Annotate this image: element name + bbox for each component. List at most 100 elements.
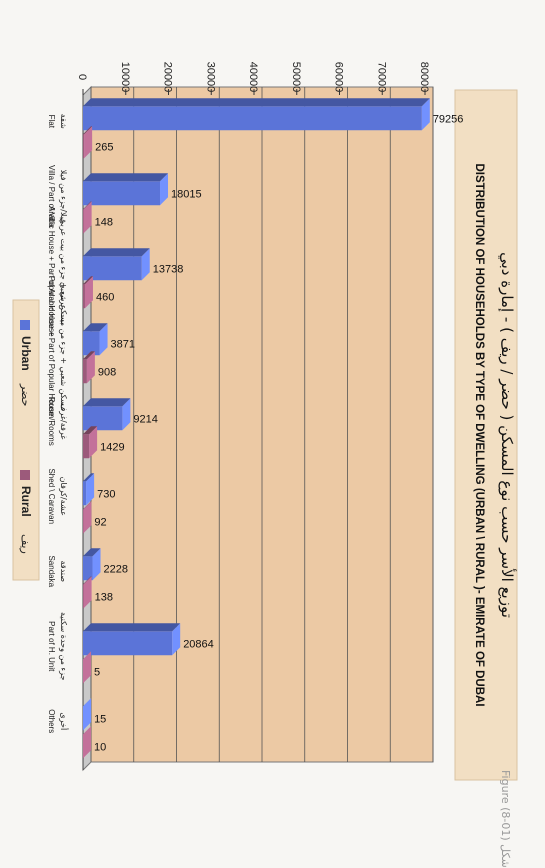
y-tick-label: 80000 — [418, 62, 430, 93]
svg-text:30000: 30000 — [204, 62, 216, 93]
bar-3d-side — [83, 98, 430, 107]
svg-text:50000: 50000 — [290, 62, 302, 93]
bar-urban — [83, 331, 100, 356]
figure-label: Figure (8-01) شكل — [499, 770, 512, 868]
y-tick-label: 10000 — [119, 62, 131, 93]
legend-box — [12, 299, 40, 581]
bar-3d-side — [83, 651, 92, 660]
y-tick-label: 40000 — [247, 62, 259, 93]
bar-3d-end — [83, 651, 92, 684]
category-label-en: Shed \ Caravan — [47, 468, 56, 524]
bar-3d-side — [83, 473, 95, 482]
bar-3d-side — [83, 248, 150, 257]
bar-rural — [83, 284, 85, 309]
bar-3d-end — [172, 623, 181, 656]
bar-3d-side — [83, 173, 169, 182]
data-label-rural: 5 — [94, 666, 100, 678]
category-label-en: Arabic House + Part of Arabic House — [47, 206, 56, 337]
title-banner — [454, 89, 518, 781]
bar-3d-end — [84, 126, 93, 159]
bar-3d-end — [89, 426, 98, 459]
chart-title: DISTRIBUTION OF HOUSEHOLDS BY TYPE OF DW… — [473, 163, 485, 706]
bar-3d-side — [83, 201, 92, 210]
y-tick-label: 20000 — [162, 62, 174, 93]
bar-3d-end — [86, 473, 95, 506]
chart-figure: توزيع الأسر حسب نوع المسكن ( حضر / ريف )… — [12, 62, 518, 781]
legend-label-ar: حضر — [19, 383, 32, 406]
bar-3d-end — [83, 201, 92, 234]
legend-swatch-rural — [20, 470, 30, 480]
category-label-ar: جزء من وحدة سكنية — [59, 612, 68, 681]
data-label-urban: 730 — [97, 488, 115, 500]
bar-3d-side — [83, 698, 92, 707]
category-label-en: Sandaka — [47, 555, 56, 587]
bar-3d-side — [83, 426, 98, 435]
y-tick-label: 30000 — [204, 62, 216, 93]
y-tick-label: 0 — [76, 74, 88, 80]
legend-label-urban: Urban — [19, 336, 33, 371]
legend-label-ar: ريف — [19, 534, 32, 554]
bar-3d-side — [83, 323, 108, 332]
bar-3d-side — [83, 726, 92, 735]
data-label-urban: 20864 — [183, 638, 214, 650]
data-label-urban: 79256 — [433, 113, 464, 125]
bar-urban — [83, 556, 93, 581]
data-label-urban: 2228 — [104, 563, 128, 575]
bar-3d-end — [83, 576, 92, 609]
bar-3d-end — [99, 323, 108, 356]
data-label-rural: 10 — [94, 741, 106, 753]
category-label-en: Part of H. Unit — [47, 621, 56, 672]
bar-3d-end — [83, 501, 92, 534]
bar-3d-side — [83, 576, 92, 585]
category-label-en: Others — [47, 709, 56, 733]
bar-urban — [83, 181, 161, 206]
data-label-rural: 460 — [96, 291, 114, 303]
bar-3d-end — [160, 173, 169, 206]
svg-text:20000: 20000 — [162, 62, 174, 93]
data-label-rural: 908 — [98, 366, 116, 378]
y-tick-label: 50000 — [290, 62, 302, 93]
data-label-rural: 265 — [95, 141, 113, 153]
bar-rural — [83, 434, 90, 459]
data-label-urban: 9214 — [133, 413, 157, 425]
bar-3d-side — [83, 351, 95, 360]
svg-text:80000: 80000 — [418, 62, 430, 93]
bar-3d-end — [122, 398, 131, 431]
category-label-ar: فيلا/جزء من فيلا — [59, 170, 68, 223]
bar-rural — [83, 209, 84, 234]
bar-3d-end — [84, 276, 93, 309]
bar-3d-side — [83, 548, 101, 557]
bar-rural — [83, 584, 84, 609]
svg-text:0: 0 — [76, 74, 88, 80]
category-label-ar: أخرى — [59, 712, 69, 730]
bar-3d-side — [83, 623, 181, 632]
data-label-rural: 138 — [95, 591, 113, 603]
category-label-ar: شقة — [59, 114, 68, 129]
bar-3d-end — [421, 98, 430, 131]
bar-3d-side — [83, 501, 92, 510]
data-label-rural: 1429 — [100, 441, 124, 453]
bar-rural — [83, 134, 85, 159]
category-label-en: Flat — [47, 115, 56, 129]
y-tick-label: 60000 — [333, 62, 345, 93]
legend-swatch-urban — [20, 320, 30, 330]
bar-chart: توزيع الأسر حسب نوع المسكن ( حضر / ريف )… — [12, 62, 518, 781]
svg-text:70000: 70000 — [375, 62, 387, 93]
data-label-urban: 18015 — [171, 188, 202, 200]
svg-text:60000: 60000 — [333, 62, 345, 93]
chart-title-ar: توزيع الأسر حسب نوع المسكن ( حضر / ريف )… — [497, 252, 517, 618]
legend-entry: Rural ريف — [19, 486, 33, 554]
category-label-en: Villa / Part of Villa — [47, 165, 56, 228]
category-label-en: Popular House + Part of Popular House — [47, 276, 56, 417]
legend-label-rural: Rural — [19, 486, 33, 517]
data-label-urban: 13738 — [153, 263, 184, 275]
bar-3d-end — [83, 698, 92, 731]
category-label-en: Room/Rooms — [47, 397, 56, 446]
category-label-ar: بيت عربي + جزء من بيت عربي — [59, 218, 68, 325]
